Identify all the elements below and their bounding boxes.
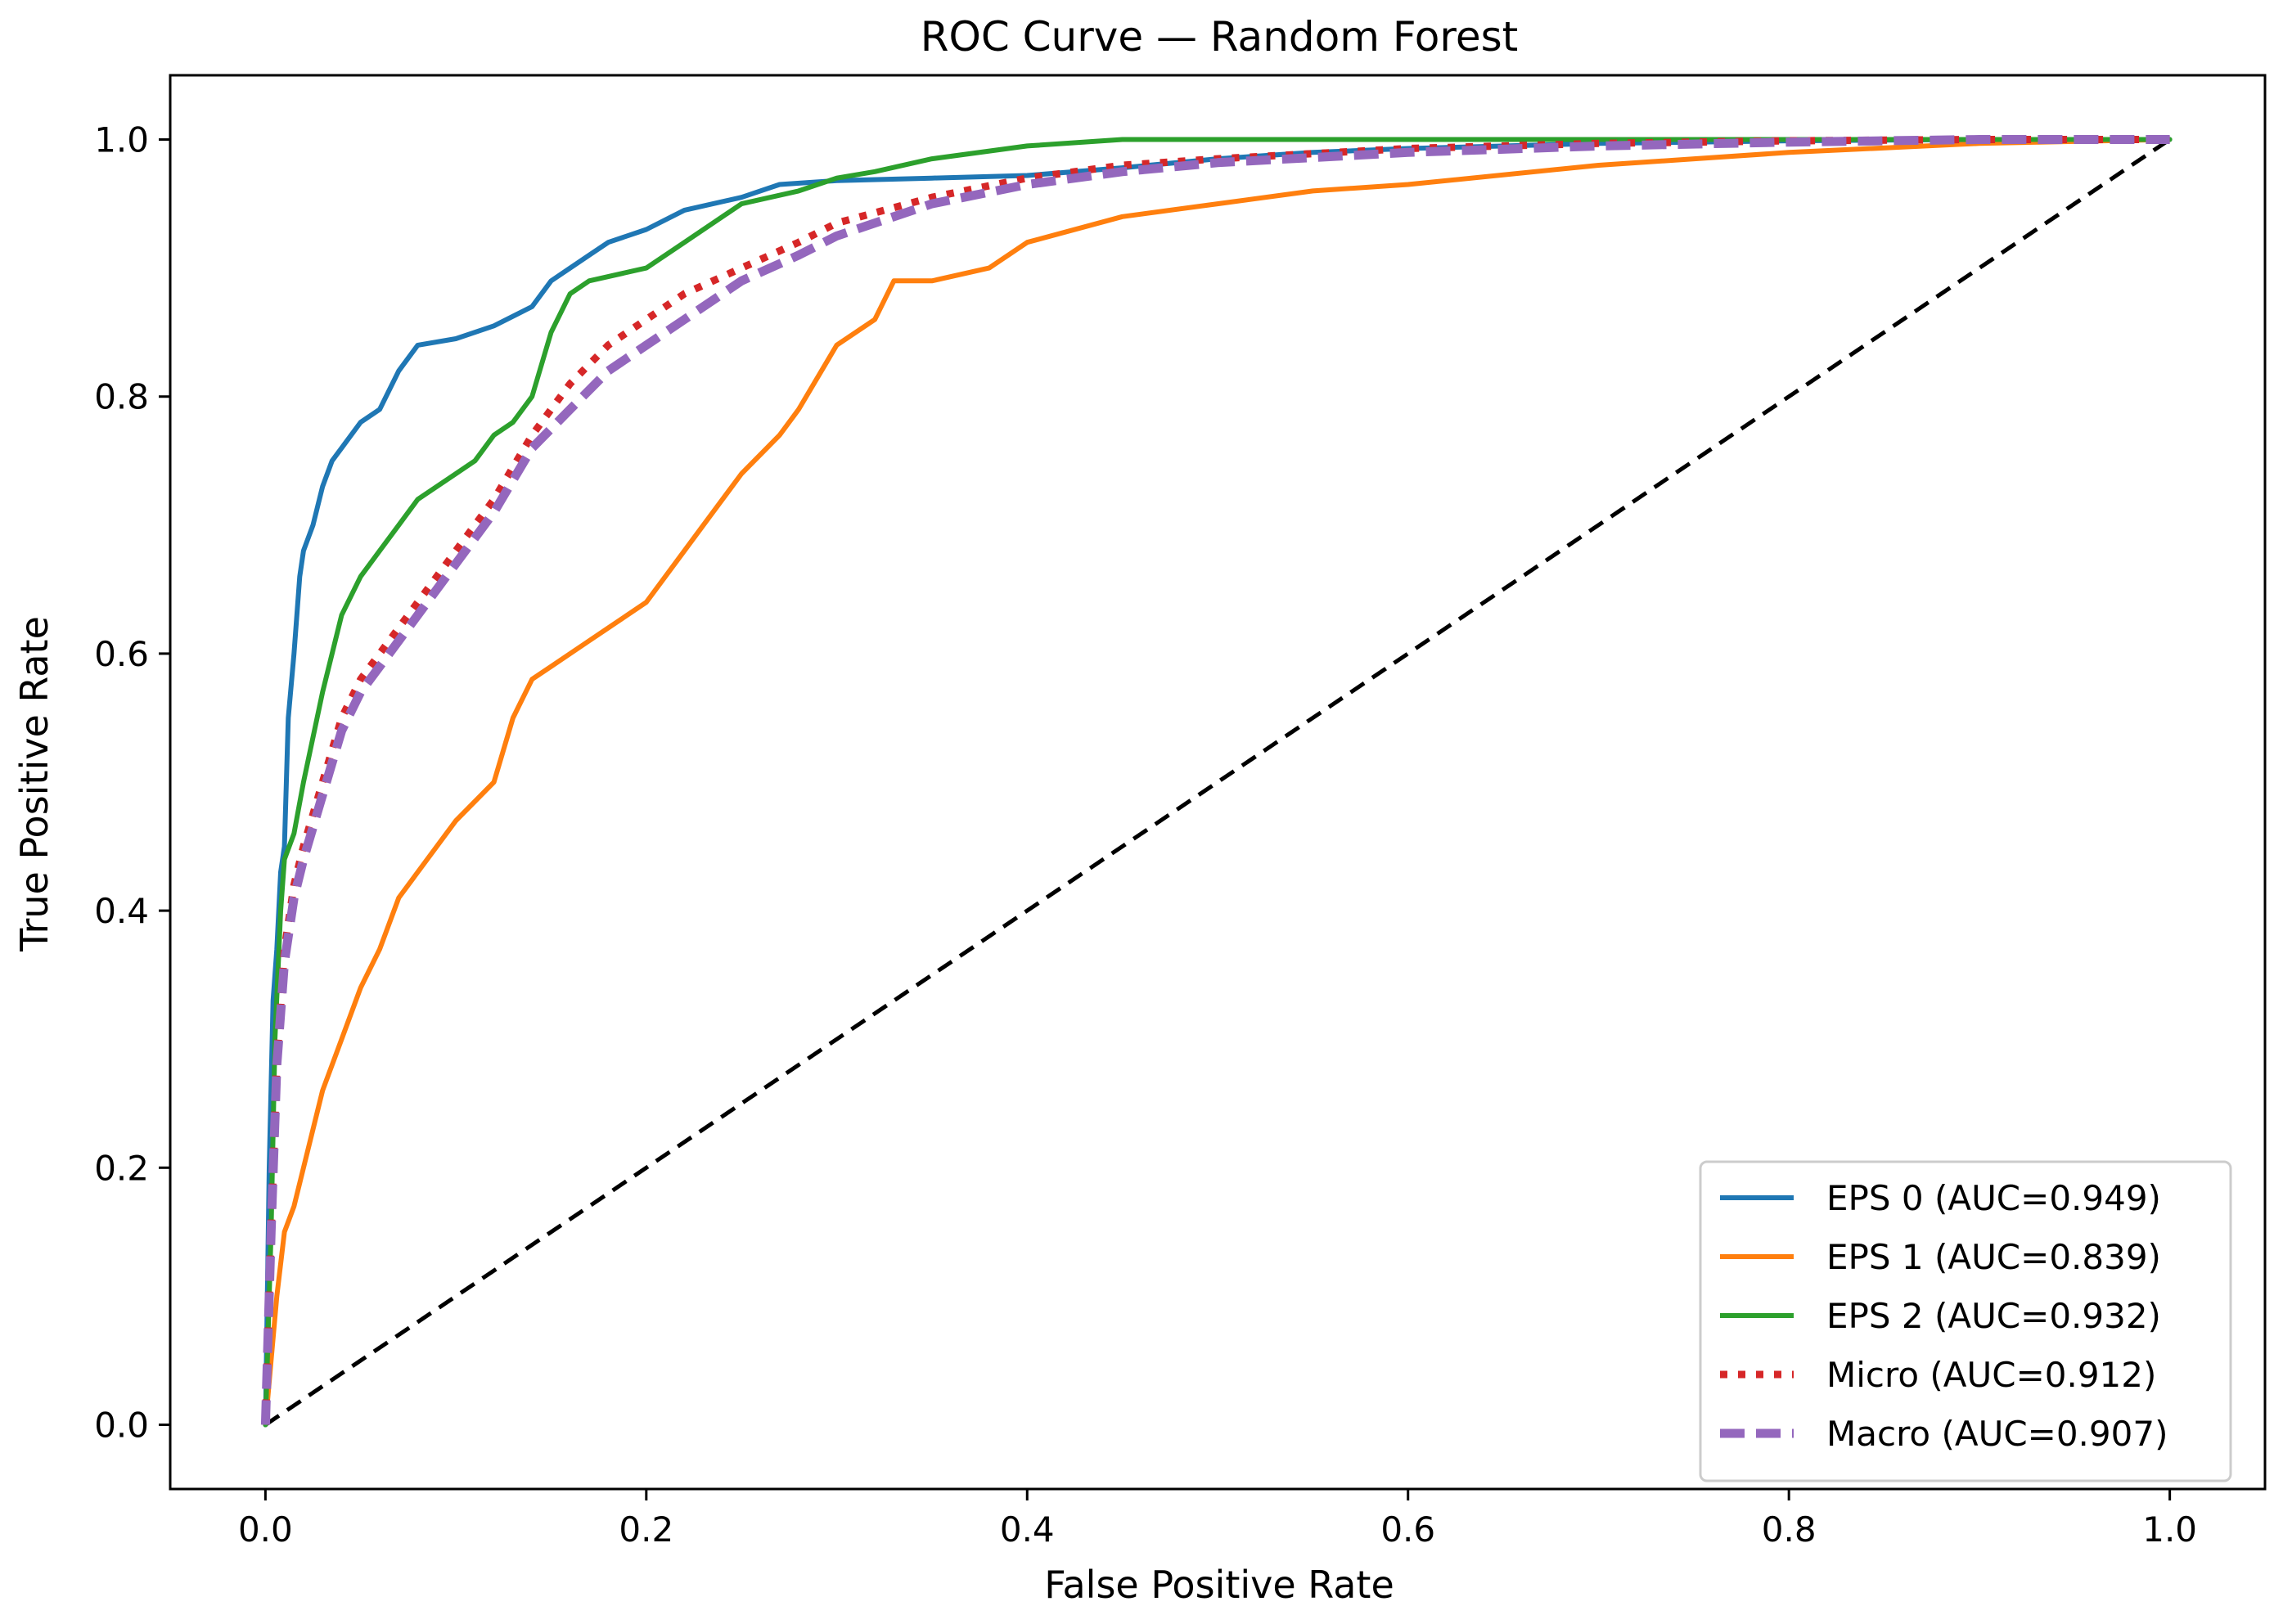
- y-tick-label: 1.0: [94, 120, 149, 160]
- series-line-4: [260, 135, 2170, 1425]
- chart-title: ROC Curve — Random Forest: [921, 13, 1519, 61]
- y-tick-label: 0.4: [94, 891, 149, 931]
- x-tick-label: 0.4: [1000, 1509, 1055, 1550]
- y-tick-label: 0.0: [94, 1405, 149, 1445]
- x-tick-label: 0.8: [1762, 1509, 1817, 1550]
- series-line-0: [263, 137, 2173, 1428]
- plot-lines: [260, 135, 2173, 1428]
- legend-box: [1699, 1160, 2232, 1482]
- legend-items: EPS 0 (AUC=0.949) EPS 1 (AUC=0.839) EPS 2 …: [1720, 1178, 2168, 1454]
- y-axis-ticks: 0.0 0.2 0.4 0.6 0.8 1.0: [94, 120, 170, 1445]
- legend-label: EPS 0 (AUC=0.949): [1826, 1178, 2161, 1218]
- series-line-1: [263, 137, 2173, 1428]
- series-line-2: [263, 137, 2173, 1428]
- legend-label: EPS 1 (AUC=0.839): [1826, 1237, 2161, 1277]
- x-axis-label: False Positive Rate: [1044, 1563, 1394, 1607]
- chance-diagonal-line: [264, 137, 2171, 1427]
- plot-frame: [169, 74, 2267, 1491]
- legend-label: EPS 2 (AUC=0.932): [1826, 1296, 2161, 1336]
- legend-label: Macro (AUC=0.907): [1826, 1414, 2168, 1454]
- x-axis-ticks: 0.0 0.2 0.4 0.6 0.8 1.0: [238, 1489, 2197, 1550]
- x-tick-label: 0.0: [238, 1509, 293, 1550]
- y-axis-label: True Positive Rate: [12, 616, 56, 952]
- x-tick-label: 0.6: [1380, 1509, 1435, 1550]
- x-tick-label: 1.0: [2142, 1509, 2197, 1550]
- y-tick-label: 0.2: [94, 1148, 149, 1188]
- y-tick-label: 0.8: [94, 377, 149, 417]
- y-tick-label: 0.6: [94, 634, 149, 674]
- legend-label: Micro (AUC=0.912): [1826, 1355, 2156, 1395]
- legend: EPS 0 (AUC=0.949) EPS 1 (AUC=0.839) EPS 2 …: [1699, 1160, 2232, 1482]
- x-tick-label: 0.2: [619, 1509, 673, 1550]
